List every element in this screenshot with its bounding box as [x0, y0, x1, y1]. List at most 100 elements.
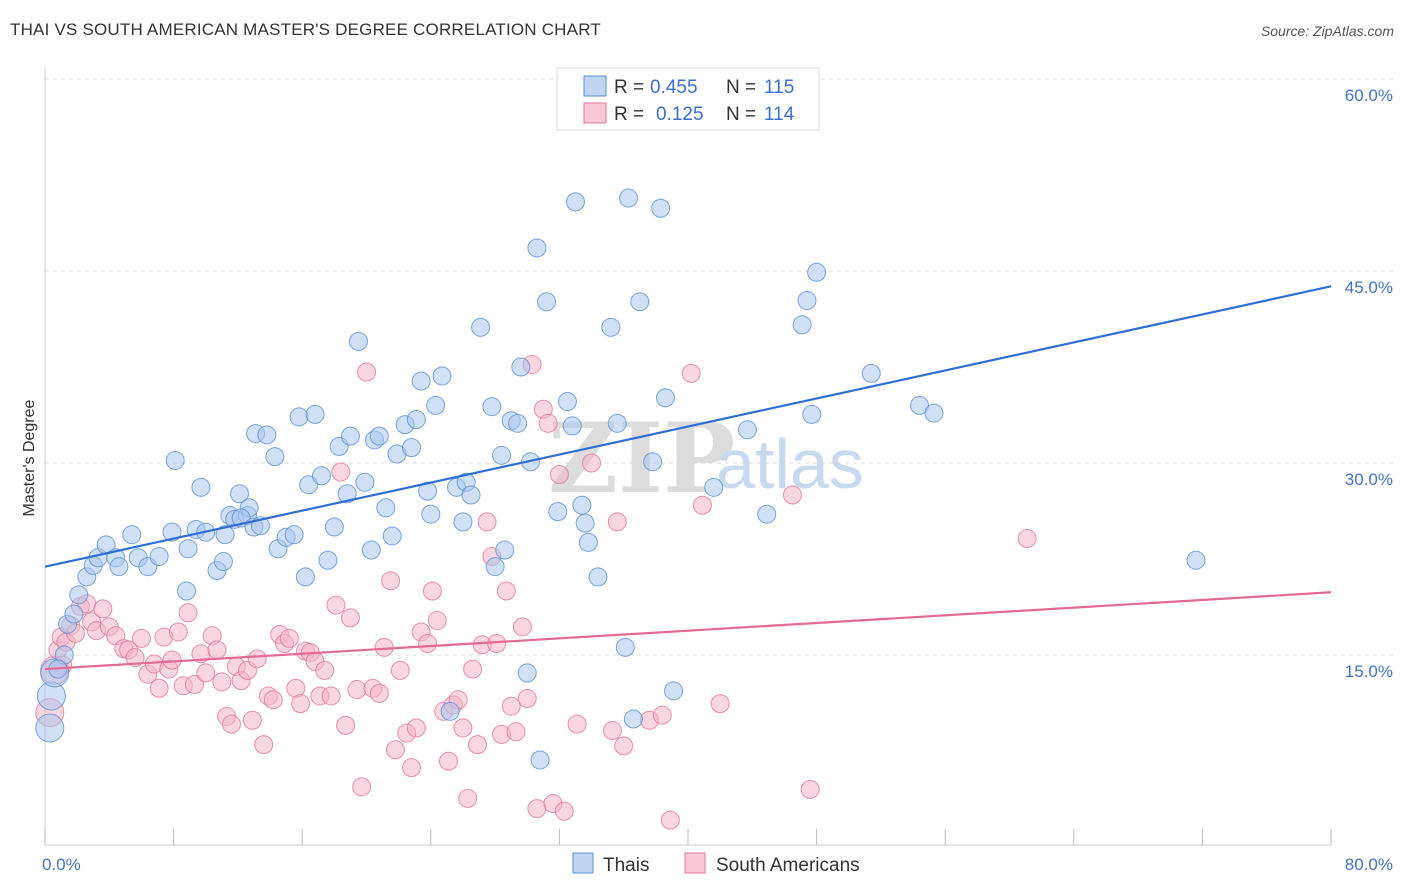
south-american-point: [438, 751, 458, 771]
south-american-point: [390, 660, 410, 680]
thai-point: [664, 681, 684, 701]
source-credit: Source: ZipAtlas.com: [1260, 23, 1394, 39]
south-american-point: [326, 595, 346, 615]
south-american-point: [207, 640, 227, 660]
south-american-point: [291, 694, 311, 714]
trend-line-south-americans: [44, 591, 1332, 671]
south-american-point: [125, 648, 145, 668]
trend-line-thais: [44, 285, 1332, 568]
tick-labels: 15.0% 30.0% 45.0% 60.0% 0.0% 80.0%: [42, 86, 1393, 874]
thai-point: [440, 701, 460, 721]
south-american-point: [212, 672, 232, 692]
thai-point: [495, 540, 515, 560]
y-tick-label: 45.0%: [1345, 278, 1393, 297]
south-american-point: [477, 512, 497, 532]
thai-point: [230, 484, 250, 504]
thai-point: [615, 637, 635, 657]
thai-point: [382, 526, 402, 546]
bottom-legend-label-south-americans: South Americans: [716, 855, 860, 876]
thai-point: [471, 317, 491, 337]
thai-point: [122, 525, 142, 545]
legend-swatch-south-americans: [583, 102, 607, 124]
legend-n-label-south-americans: N =: [726, 104, 756, 125]
south-american-point: [567, 714, 587, 734]
legend-r-label-thais: R =: [614, 77, 644, 98]
thai-point: [807, 262, 827, 282]
south-american-point: [279, 628, 299, 648]
thai-point: [69, 585, 89, 605]
south-american-point: [374, 637, 394, 657]
south-american-point: [168, 622, 188, 642]
south-american-point: [331, 462, 351, 482]
thais-points: [35, 188, 1206, 770]
thai-point: [411, 371, 431, 391]
south-american-point: [247, 649, 267, 669]
thai-point: [1186, 550, 1206, 570]
south-american-point: [527, 799, 547, 819]
thai-point: [406, 409, 426, 429]
thai-point: [704, 477, 724, 497]
legend-n-label-thais: N =: [726, 77, 756, 98]
south-american-point: [418, 633, 438, 653]
thai-point: [453, 512, 473, 532]
thai-point: [861, 363, 881, 383]
thai-point: [511, 357, 531, 377]
south-american-point: [340, 608, 360, 628]
trend-lines: [44, 285, 1332, 671]
thai-point: [149, 546, 169, 566]
thai-point: [924, 403, 944, 423]
south-american-point: [463, 659, 483, 679]
thai-point: [757, 504, 777, 524]
south-american-point: [221, 714, 241, 734]
thai-point: [508, 413, 528, 433]
south-american-point: [782, 485, 802, 505]
thai-point: [432, 366, 452, 386]
thai-point: [369, 426, 389, 446]
thai-point: [643, 452, 663, 472]
south-american-point: [453, 718, 473, 738]
south-american-point: [321, 686, 341, 706]
bottom-legend-swatch-south-americans: [684, 852, 706, 874]
south-american-point: [93, 599, 113, 619]
thai-point: [178, 539, 198, 559]
south-american-point: [467, 735, 487, 755]
south-american-point: [196, 663, 216, 683]
south-american-point: [614, 736, 634, 756]
thai-point: [482, 397, 502, 417]
thai-point: [461, 485, 481, 505]
thai-point: [623, 709, 643, 729]
thai-point: [548, 502, 568, 522]
south-american-point: [427, 610, 447, 630]
thai-point: [265, 447, 285, 467]
thai-point: [630, 292, 650, 312]
south-american-point: [336, 715, 356, 735]
south-american-point: [554, 801, 574, 821]
thai-point: [318, 550, 338, 570]
south-american-point: [506, 722, 526, 742]
thai-point: [527, 238, 547, 258]
thai-point: [109, 557, 129, 577]
thai-point: [361, 540, 381, 560]
thai-point: [557, 392, 577, 412]
south-american-point: [607, 512, 627, 532]
south-american-point: [800, 779, 820, 799]
thai-point: [607, 413, 627, 433]
legend-box: R = 0.455 N = 115 R = 0.125 N = 114: [556, 67, 820, 131]
bottom-legend-label-thais: Thais: [603, 855, 649, 876]
bottom-legend: Thais South Americans: [572, 852, 860, 876]
thai-point: [355, 472, 375, 492]
thai-point: [655, 388, 675, 408]
south-american-point: [517, 689, 537, 709]
thai-point: [311, 466, 331, 486]
thai-point: [295, 567, 315, 587]
thai-point: [348, 331, 368, 351]
thai-point: [337, 484, 357, 504]
thai-point: [340, 426, 360, 446]
thai-point: [537, 292, 557, 312]
south-american-point: [496, 581, 516, 601]
thai-point: [588, 567, 608, 587]
thai-point: [284, 525, 304, 545]
south-american-point: [681, 363, 701, 383]
thai-point: [35, 713, 65, 743]
